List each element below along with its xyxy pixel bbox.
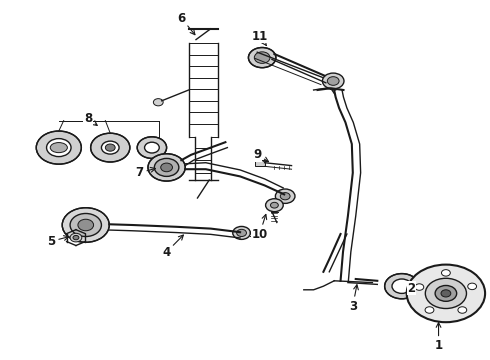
Circle shape (322, 73, 344, 89)
Circle shape (153, 99, 163, 106)
Circle shape (70, 233, 82, 242)
Circle shape (407, 265, 485, 322)
Text: 1: 1 (435, 323, 442, 352)
Ellipse shape (50, 143, 67, 153)
Text: 6: 6 (177, 12, 195, 35)
Circle shape (161, 163, 172, 172)
Text: 2: 2 (408, 282, 416, 294)
Circle shape (441, 270, 450, 276)
Circle shape (36, 131, 81, 164)
Text: 4: 4 (163, 235, 183, 258)
Circle shape (105, 144, 115, 151)
Text: 9: 9 (253, 148, 269, 162)
Circle shape (441, 290, 451, 297)
Text: 5: 5 (48, 235, 69, 248)
Circle shape (392, 279, 412, 293)
Text: 8: 8 (84, 112, 97, 125)
Text: 7: 7 (136, 166, 155, 179)
Circle shape (148, 154, 185, 181)
Circle shape (145, 142, 159, 153)
Text: 11: 11 (251, 30, 268, 46)
Text: 10: 10 (251, 215, 268, 240)
Circle shape (425, 278, 466, 309)
Circle shape (385, 274, 419, 299)
Circle shape (266, 199, 283, 212)
Circle shape (73, 235, 79, 240)
Circle shape (458, 307, 467, 313)
Circle shape (62, 208, 109, 242)
Circle shape (154, 158, 179, 176)
Circle shape (254, 52, 270, 63)
Circle shape (233, 226, 250, 239)
Circle shape (468, 283, 477, 290)
Bar (255, 160, 265, 166)
Circle shape (425, 307, 434, 313)
Circle shape (248, 48, 276, 68)
Circle shape (78, 219, 94, 231)
Circle shape (415, 284, 424, 290)
Circle shape (237, 229, 246, 237)
Circle shape (327, 77, 339, 85)
Circle shape (137, 137, 167, 158)
Circle shape (275, 189, 295, 203)
Circle shape (47, 139, 71, 157)
Circle shape (270, 202, 278, 208)
Circle shape (70, 213, 101, 237)
Circle shape (91, 133, 130, 162)
Circle shape (280, 193, 290, 200)
Circle shape (101, 141, 119, 154)
Text: 3: 3 (349, 285, 358, 312)
Circle shape (435, 285, 457, 301)
